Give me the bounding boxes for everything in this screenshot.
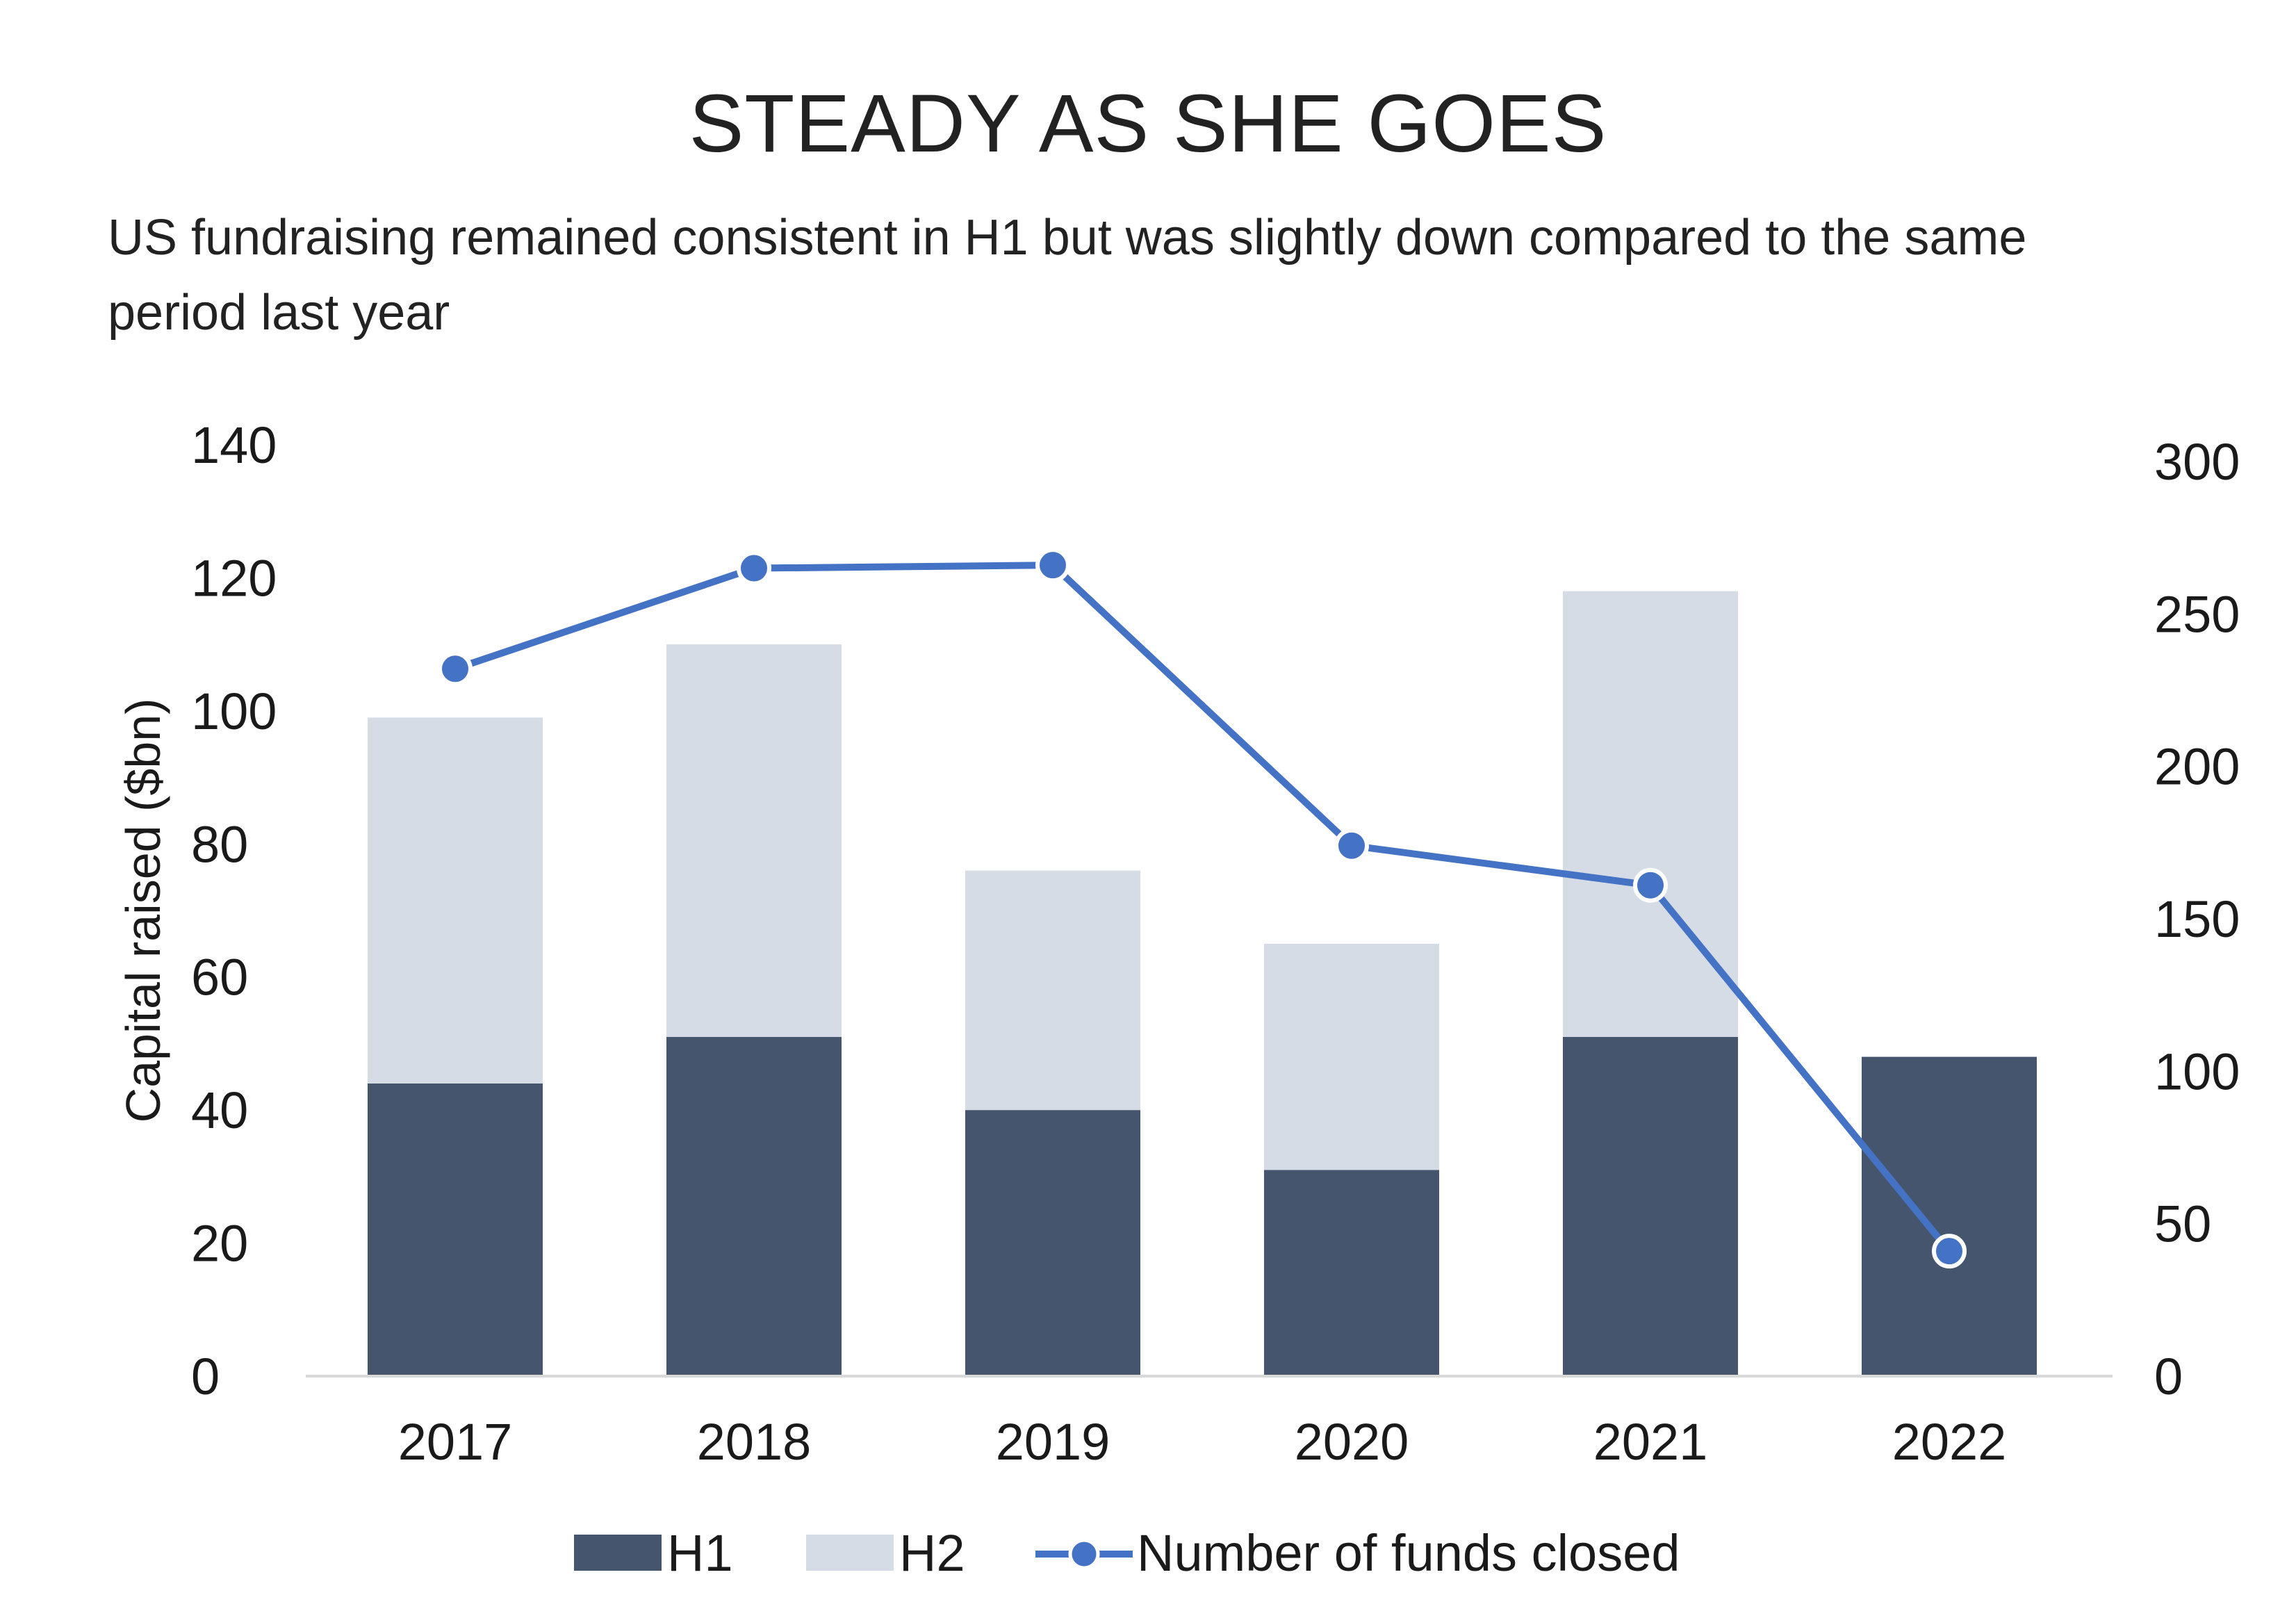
x-tick-label: 2021 bbox=[1593, 1413, 1708, 1471]
bar-h2-2017 bbox=[368, 717, 543, 1084]
funds-closed-point-2019 bbox=[1035, 548, 1070, 583]
legend-swatch-h1 bbox=[574, 1535, 662, 1571]
y2-axis-ticks: 0 50 100 150 200 250 300 bbox=[2154, 433, 2240, 1405]
y-tick-label: 120 bbox=[191, 549, 277, 607]
bar-h2-2021 bbox=[1563, 591, 1738, 1037]
bar-h1-2021 bbox=[1563, 1036, 1738, 1376]
bar-h2-2020 bbox=[1264, 943, 1439, 1170]
bar-h2-2018 bbox=[666, 644, 842, 1037]
y-tick-label: 0 bbox=[191, 1348, 220, 1405]
bar-h1-2018 bbox=[666, 1036, 842, 1376]
y2-tick-label: 100 bbox=[2154, 1043, 2240, 1100]
bar-h1-2022 bbox=[1862, 1056, 2037, 1376]
y2-tick-label: 200 bbox=[2154, 738, 2240, 796]
bar-h1-2017 bbox=[368, 1083, 543, 1376]
funds-closed-point-2018 bbox=[737, 550, 771, 586]
funds-closed-line bbox=[454, 562, 1952, 1254]
y-tick-label: 100 bbox=[191, 683, 277, 740]
x-tick-label: 2022 bbox=[1892, 1413, 2007, 1471]
bar-h1-2019 bbox=[965, 1110, 1140, 1376]
funds-closed-point-2021 bbox=[1633, 867, 1668, 903]
chart-subtitle: US fundraising remained consistent in H1… bbox=[108, 210, 2027, 341]
legend-label-h2: H2 bbox=[899, 1524, 965, 1582]
y2-tick-label: 50 bbox=[2154, 1195, 2211, 1253]
bars-layer bbox=[368, 591, 2037, 1376]
x-tick-label: 2020 bbox=[1295, 1413, 1409, 1471]
y-tick-label: 140 bbox=[191, 416, 277, 474]
x-tick-label: 2018 bbox=[697, 1413, 812, 1471]
x-axis-ticks: 2017 2018 2019 2020 2021 2022 bbox=[398, 1413, 2007, 1471]
y-tick-label: 60 bbox=[191, 949, 248, 1006]
bar-h1-2020 bbox=[1264, 1170, 1439, 1376]
y-axis-ticks: 0 20 40 60 80 100 120 140 bbox=[191, 416, 277, 1405]
y2-tick-label: 0 bbox=[2154, 1348, 2183, 1405]
legend-label-h1: H1 bbox=[667, 1524, 733, 1582]
line-series-layer bbox=[438, 548, 1967, 1269]
y-axis-title: Capital raised ($bn) bbox=[116, 698, 170, 1123]
y-tick-label: 80 bbox=[191, 815, 248, 873]
legend-swatch-marker bbox=[1068, 1538, 1100, 1570]
chart-title: STEADY AS SHE GOES bbox=[689, 78, 1607, 170]
funds-closed-point-2020 bbox=[1334, 828, 1369, 863]
legend: H1 H2 Number of funds closed bbox=[574, 1524, 1680, 1582]
y2-tick-label: 300 bbox=[2154, 433, 2240, 491]
y2-tick-label: 150 bbox=[2154, 890, 2240, 948]
x-tick-label: 2019 bbox=[996, 1413, 1110, 1471]
legend-swatch-h2 bbox=[806, 1535, 894, 1571]
y-tick-label: 40 bbox=[191, 1081, 248, 1139]
funds-closed-point-2017 bbox=[438, 651, 473, 687]
legend-label-funds-closed: Number of funds closed bbox=[1137, 1524, 1680, 1582]
bar-h2-2019 bbox=[965, 870, 1140, 1111]
y-tick-label: 20 bbox=[191, 1215, 248, 1273]
funds-closed-point-2022 bbox=[1932, 1234, 1967, 1269]
x-tick-label: 2017 bbox=[398, 1413, 513, 1471]
y2-tick-label: 250 bbox=[2154, 585, 2240, 643]
